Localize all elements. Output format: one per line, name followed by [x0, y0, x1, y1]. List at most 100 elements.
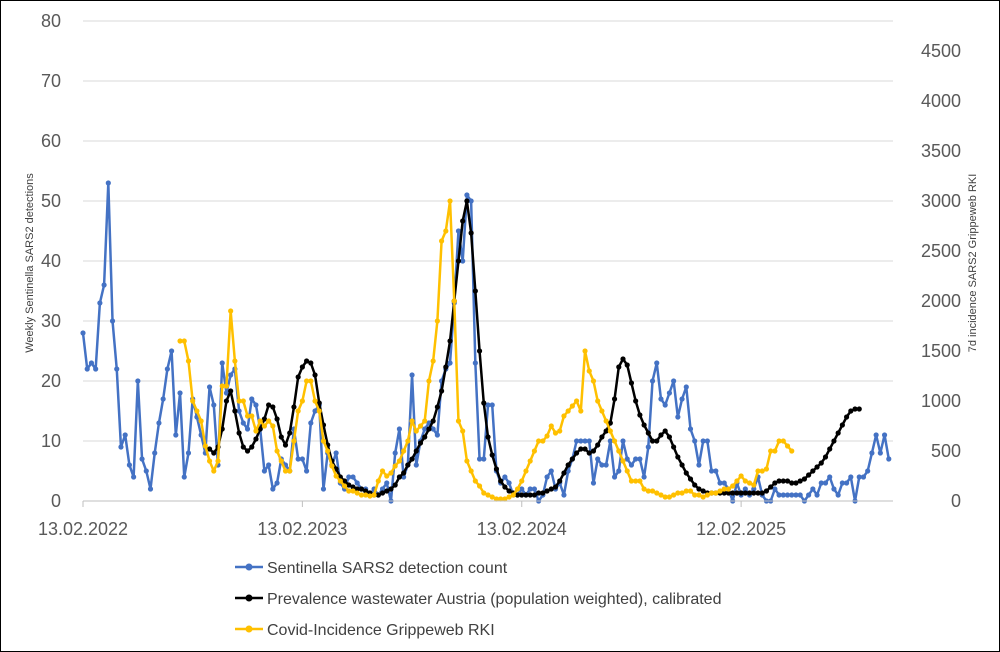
- data-point: [232, 408, 238, 414]
- data-point: [287, 468, 293, 474]
- data-point: [236, 408, 242, 414]
- data-point: [649, 378, 656, 384]
- y2-tick-label: 4500: [921, 41, 961, 61]
- y-tick-label: 40: [41, 251, 61, 271]
- data-point: [219, 360, 225, 366]
- data-point: [620, 356, 626, 362]
- data-point: [278, 458, 284, 464]
- data-point: [582, 446, 588, 452]
- data-point: [510, 492, 516, 498]
- data-point: [468, 198, 474, 204]
- data-point: [278, 434, 284, 440]
- data-point: [249, 396, 255, 402]
- data-point: [240, 398, 246, 404]
- data-point: [578, 438, 584, 444]
- data-point: [375, 492, 381, 498]
- data-point: [738, 473, 744, 479]
- data-point: [590, 378, 597, 384]
- data-point: [531, 486, 538, 492]
- data-point: [156, 420, 162, 426]
- data-point: [493, 496, 500, 502]
- data-point: [616, 468, 622, 474]
- data-point: [363, 488, 369, 494]
- data-point: [624, 468, 630, 474]
- data-point: [109, 318, 116, 324]
- data-point: [514, 486, 521, 492]
- data-point: [426, 426, 432, 432]
- data-point: [384, 480, 390, 486]
- data-point: [392, 482, 398, 488]
- data-point: [561, 470, 567, 476]
- data-point: [152, 450, 158, 456]
- data-point: [405, 462, 411, 468]
- data-point: [244, 413, 251, 419]
- data-point: [687, 426, 694, 432]
- data-point: [852, 406, 858, 412]
- data-point: [700, 494, 706, 500]
- data-point: [489, 402, 495, 408]
- data-point: [371, 492, 377, 498]
- legend-label: Prevalence wastewater Austria (populatio…: [267, 591, 721, 608]
- data-point: [274, 416, 280, 422]
- data-point: [498, 496, 504, 502]
- data-point: [270, 423, 276, 429]
- data-point: [308, 360, 314, 366]
- data-point: [460, 218, 466, 224]
- data-point: [114, 366, 120, 372]
- axes: Weekly Sentinella SARS2 detections 7d in…: [24, 11, 979, 539]
- data-point: [751, 482, 757, 488]
- data-point: [759, 468, 765, 474]
- legend-item: Prevalence wastewater Austria (populatio…: [235, 591, 721, 608]
- data-point: [240, 420, 246, 426]
- y2-tick-label: 1500: [921, 341, 961, 361]
- data-point: [181, 338, 187, 344]
- data-point: [633, 398, 639, 404]
- data-point: [443, 364, 449, 370]
- data-point: [396, 474, 403, 480]
- y-tick-label: 30: [41, 311, 61, 331]
- data-point: [185, 450, 192, 456]
- data-point: [645, 488, 651, 494]
- data-point: [325, 448, 331, 454]
- data-point: [742, 478, 748, 484]
- data-point: [768, 484, 774, 490]
- data-point: [401, 448, 407, 454]
- data-point: [540, 490, 546, 496]
- data-point: [282, 442, 289, 448]
- data-point: [409, 372, 415, 378]
- data-point: [434, 318, 440, 324]
- y-tick-label: 60: [41, 131, 61, 151]
- data-point: [223, 383, 230, 389]
- data-point: [633, 456, 639, 462]
- data-point: [603, 462, 609, 468]
- data-point: [746, 480, 753, 486]
- data-point: [177, 338, 183, 344]
- data-point: [84, 366, 90, 372]
- data-point: [637, 456, 643, 462]
- data-point: [633, 478, 639, 484]
- data-point: [244, 426, 251, 432]
- data-point: [80, 330, 86, 336]
- data-point: [329, 463, 335, 469]
- data-point: [751, 490, 757, 496]
- data-point: [447, 198, 453, 204]
- data-point: [746, 490, 753, 496]
- data-point: [388, 470, 394, 476]
- data-point: [607, 438, 613, 444]
- data-point: [249, 444, 255, 450]
- data-point: [671, 492, 677, 498]
- data-point: [228, 388, 234, 394]
- legend-label: Sentinella SARS2 detection count: [267, 560, 508, 577]
- data-point: [266, 402, 272, 408]
- data-point: [519, 478, 525, 484]
- y2-tick-label: 3500: [921, 141, 961, 161]
- data-point: [164, 366, 170, 372]
- data-point: [358, 492, 365, 498]
- data-point: [827, 446, 833, 452]
- data-point: [485, 434, 491, 440]
- y-tick-label: 0: [51, 491, 61, 511]
- data-point: [337, 478, 343, 484]
- data-point: [831, 438, 837, 444]
- data-point: [409, 456, 415, 462]
- legend-marker: [245, 625, 253, 633]
